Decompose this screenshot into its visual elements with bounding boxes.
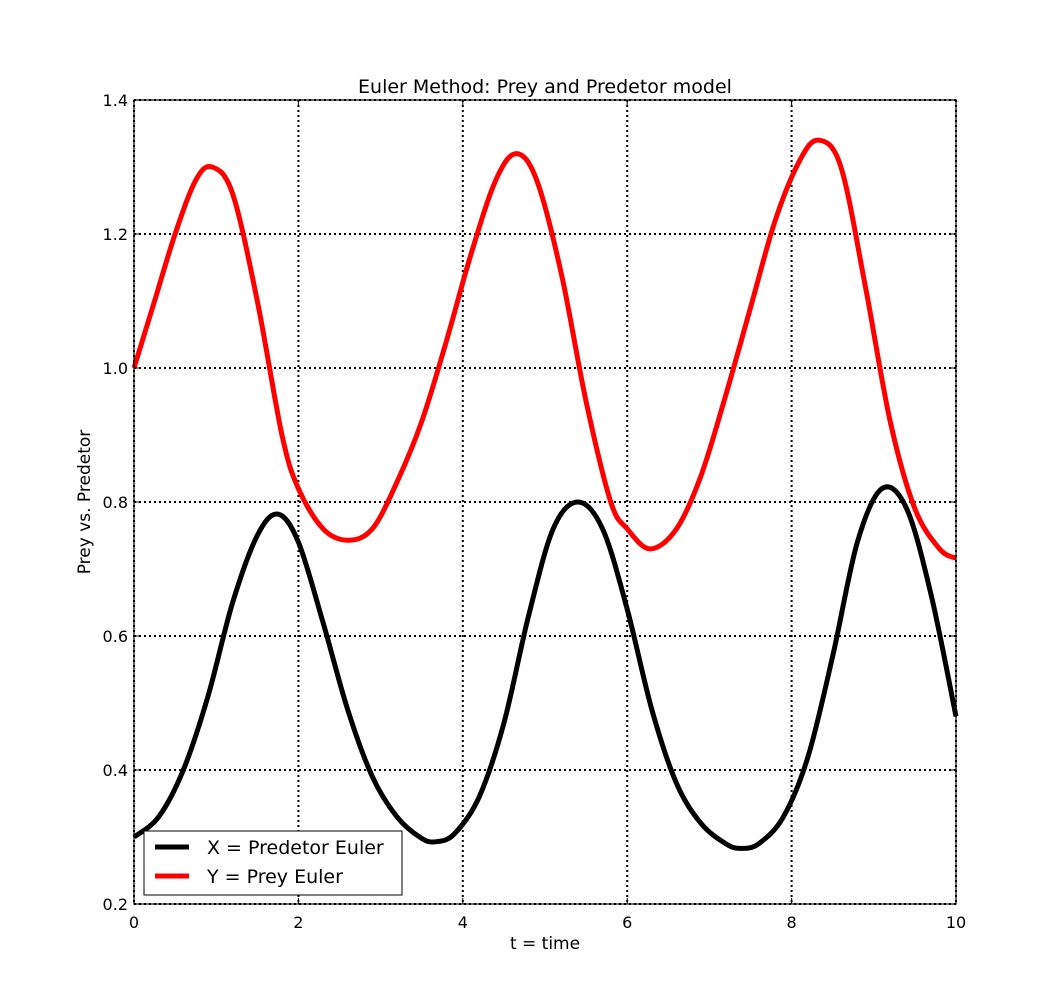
y-axis-label: Prey vs. Predetor [75,430,95,575]
series-layer [131,137,959,851]
y-tick-label: 0.8 [103,493,128,512]
x-tick-label: 8 [787,913,797,932]
ticks: 0 2 4 6 8 10 0.2 0.4 0.6 0.8 1.0 1.2 1.4 [103,91,967,932]
x-tick-label: 2 [293,913,303,932]
legend: X = Predetor Euler Y = Prey Euler [143,830,403,896]
chart-title: Euler Method: Prey and Predetor model [358,76,732,98]
y-tick-label: 0.6 [103,627,128,646]
legend-label-prey: Y = Prey Euler [206,866,343,888]
y-tick-label: 0.4 [103,761,128,780]
x-tick-label: 6 [622,913,632,932]
legend-label-predator: X = Predetor Euler [207,837,384,859]
y-tick-label: 1.2 [103,225,128,244]
x-tick-label: 4 [458,913,468,932]
series-line-predator [132,484,959,851]
legend-box [143,830,403,896]
series-line-prey [131,137,958,561]
y-tick-label: 1.0 [103,359,128,378]
x-tick-label: 0 [129,913,139,932]
y-tick-label: 0.2 [103,895,128,914]
x-axis-label: t = time [510,934,580,954]
y-tick-label: 1.4 [103,91,128,110]
x-tick-label: 10 [946,913,966,932]
